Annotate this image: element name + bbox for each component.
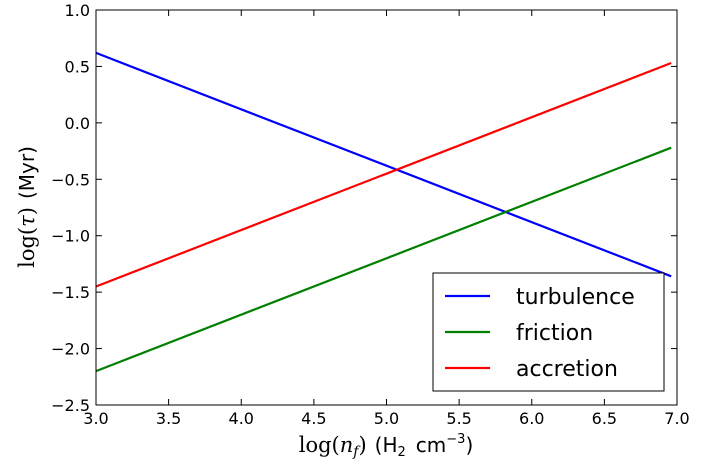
x-tick-label: 6.5 (592, 409, 617, 428)
x-tick-label: 4.5 (301, 409, 326, 428)
y-axis-label: log(τ)(Myr) (15, 146, 39, 268)
x-axis-label: log(nf) (H2 cm−3) (299, 432, 474, 460)
x-tick-label: 5.5 (446, 409, 471, 428)
x-tick-label: 5.0 (374, 409, 399, 428)
legend: turbulence friction accretion (432, 272, 665, 392)
x-tick-label: 6.0 (519, 409, 544, 428)
series-line-friction (95, 146, 672, 373)
y-tick-label: −0.5 (51, 170, 90, 189)
x-tick-label: 7.0 (664, 409, 689, 428)
series-layer (95, 51, 672, 373)
legend-label-accretion: accretion (516, 357, 618, 382)
y-tick-label: −2.5 (51, 396, 90, 415)
y-tick-label: −2.0 (51, 340, 90, 359)
y-tick-label: −1.5 (51, 283, 90, 302)
series-line-turbulence (95, 51, 672, 278)
x-tick-label: 3.0 (83, 409, 108, 428)
ticks-layer: 3.0 3.5 4.0 4.5 5.0 5.5 6.0 6.5 7.0 1.0 0.5 0.0 −0.5… (51, 1, 690, 428)
y-tick-label: 0.0 (65, 114, 90, 133)
y-tick-label: −1.0 (51, 227, 90, 246)
y-tick-label: 0.5 (65, 57, 90, 76)
x-tick-label: 4.0 (229, 409, 254, 428)
y-tick-label: 1.0 (65, 1, 90, 20)
legend-label-turbulence: turbulence (516, 285, 635, 310)
legend-label-friction: friction (516, 321, 593, 346)
x-tick-label: 3.5 (156, 409, 181, 428)
series-line-accretion (95, 61, 672, 288)
